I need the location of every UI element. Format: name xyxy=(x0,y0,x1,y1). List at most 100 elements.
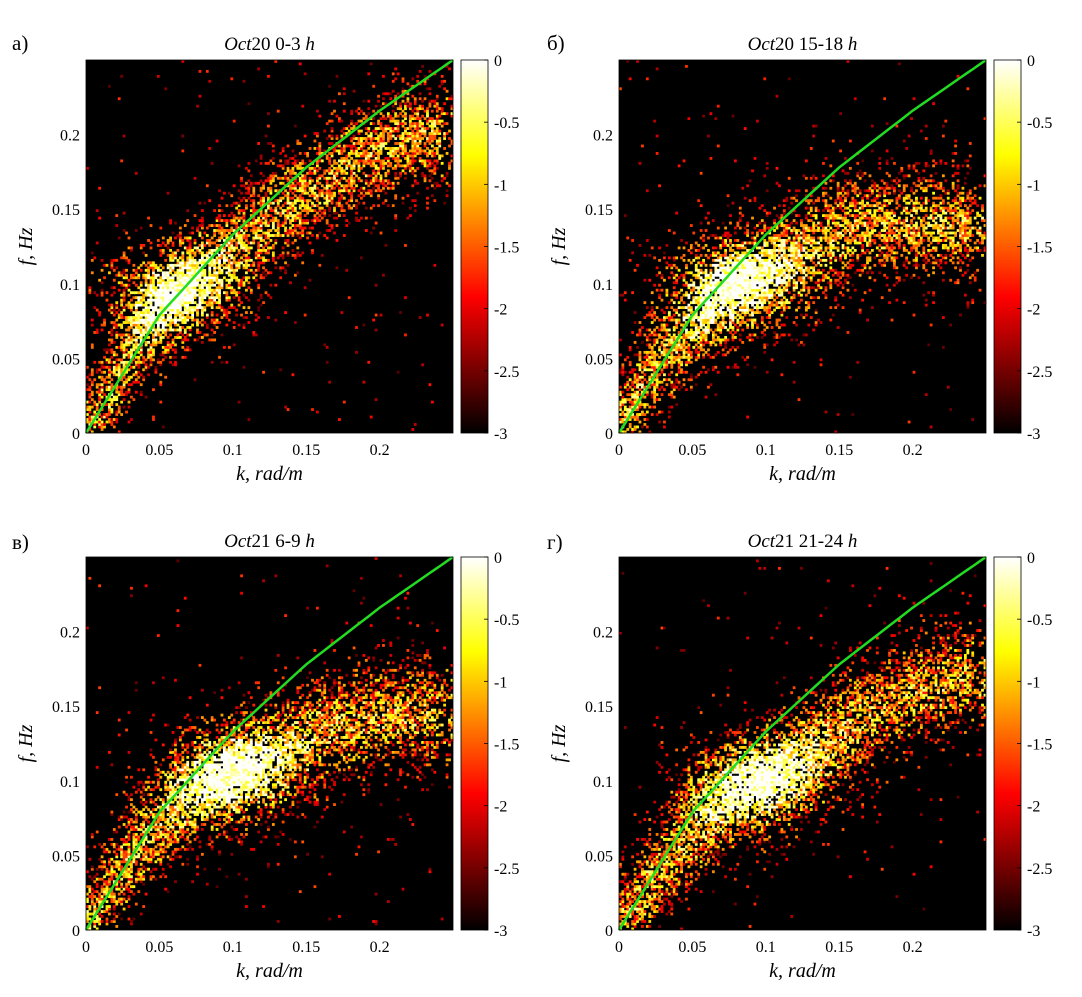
heatmap-cell xyxy=(264,268,268,272)
heatmap-cell xyxy=(93,378,97,382)
heatmap-cell xyxy=(726,328,730,332)
heatmap-cell xyxy=(729,266,732,270)
heatmap-cell xyxy=(672,355,676,359)
heatmap-cell xyxy=(423,174,427,178)
heatmap-cell xyxy=(413,142,417,145)
heatmap-cell xyxy=(428,117,432,121)
heatmap-cell xyxy=(230,239,234,242)
heatmap-cell xyxy=(682,283,686,287)
heatmap-cell xyxy=(208,303,212,307)
heatmap-cell xyxy=(404,147,407,150)
heatmap-cell xyxy=(249,214,253,218)
heatmap-cell xyxy=(689,261,693,265)
heatmap-cell xyxy=(347,179,351,183)
heatmap-cell xyxy=(335,137,339,140)
heatmap-cell xyxy=(117,363,121,367)
heatmap-cell xyxy=(164,296,168,300)
heatmap-cell xyxy=(301,229,305,232)
heatmap-cell xyxy=(142,360,146,364)
heatmap-cell xyxy=(298,142,302,145)
heatmap-cell xyxy=(379,124,383,128)
heatmap-cell xyxy=(328,214,332,218)
heatmap-cell xyxy=(274,239,278,242)
heatmap-cell xyxy=(379,122,383,126)
heatmap-cell xyxy=(100,420,104,424)
heatmap-cell xyxy=(692,301,696,305)
heatmap-cell xyxy=(227,318,231,322)
heatmap-cell xyxy=(166,301,170,305)
heatmap-cell xyxy=(391,89,395,93)
heatmap-cell xyxy=(435,142,439,145)
heatmap-cell xyxy=(347,184,351,188)
heatmap-cell xyxy=(670,266,674,270)
heatmap-cell xyxy=(210,360,214,364)
heatmap-cell xyxy=(264,291,268,295)
heatmap-cell xyxy=(210,241,214,245)
heatmap-cell xyxy=(445,132,449,135)
heatmap-cell xyxy=(301,181,305,185)
heatmap-cell xyxy=(191,286,195,290)
heatmap-cell xyxy=(670,263,674,267)
heatmap-cell xyxy=(149,353,153,357)
heatmap-cell xyxy=(134,308,138,312)
heatmap-cell xyxy=(653,393,657,397)
heatmap-cell xyxy=(127,303,131,307)
heatmap-cell xyxy=(154,296,158,300)
heatmap-cell xyxy=(626,393,630,397)
heatmap-cell xyxy=(663,256,666,260)
heatmap-cell xyxy=(638,378,642,382)
heatmap-cell xyxy=(677,318,681,322)
heatmap-cell xyxy=(159,301,163,305)
heatmap-cell xyxy=(675,211,679,215)
heatmap-cell xyxy=(284,268,287,272)
heatmap-cell xyxy=(372,137,376,140)
heatmap-cell xyxy=(166,291,170,295)
heatmap-cell xyxy=(98,186,102,190)
heatmap-cell xyxy=(338,149,341,153)
heatmap-cell xyxy=(125,353,128,357)
heatmap-cell xyxy=(416,112,420,116)
heatmap-cell xyxy=(108,358,111,362)
heatmap-cell xyxy=(117,313,121,317)
heatmap-cell xyxy=(335,184,339,188)
heatmap-cell xyxy=(213,288,217,292)
heatmap-cell xyxy=(245,296,248,300)
heatmap-cell xyxy=(103,413,106,416)
heatmap-cell xyxy=(685,306,688,310)
heatmap-cell xyxy=(186,318,190,322)
heatmap-cell xyxy=(352,181,356,185)
heatmap-cell xyxy=(704,283,708,287)
heatmap-cell xyxy=(433,263,437,267)
heatmap-cell xyxy=(716,298,720,302)
heatmap-cell xyxy=(218,216,221,220)
heatmap-cell xyxy=(406,137,410,140)
heatmap-cell xyxy=(423,176,427,180)
heatmap-cell xyxy=(176,323,180,327)
heatmap-cell xyxy=(714,268,718,272)
heatmap-cell xyxy=(355,184,358,188)
heatmap-cell xyxy=(169,360,172,364)
heatmap-cell xyxy=(325,236,329,240)
heatmap-cell xyxy=(641,340,644,344)
heatmap-cell xyxy=(328,189,332,193)
heatmap-cell xyxy=(257,248,261,252)
heatmap-cell xyxy=(628,400,632,404)
heatmap-cell xyxy=(264,241,268,245)
heatmap-cell xyxy=(418,132,422,135)
heatmap-cell xyxy=(672,318,676,322)
heatmap-cell xyxy=(193,278,197,282)
heatmap-cell xyxy=(623,214,627,218)
heatmap-cell xyxy=(692,318,696,322)
heatmap-cell xyxy=(389,161,393,165)
heatmap-cell xyxy=(122,283,126,287)
heatmap-cell xyxy=(137,323,141,327)
heatmap-cell xyxy=(333,171,336,175)
heatmap-cell xyxy=(257,142,261,145)
heatmap-cell xyxy=(663,336,666,339)
heatmap-cell xyxy=(619,405,622,409)
heatmap-cell xyxy=(364,152,368,155)
heatmap-cell xyxy=(235,201,239,205)
heatmap-cell xyxy=(328,134,332,138)
heatmap-cell xyxy=(450,139,454,143)
heatmap-cell xyxy=(198,336,202,339)
